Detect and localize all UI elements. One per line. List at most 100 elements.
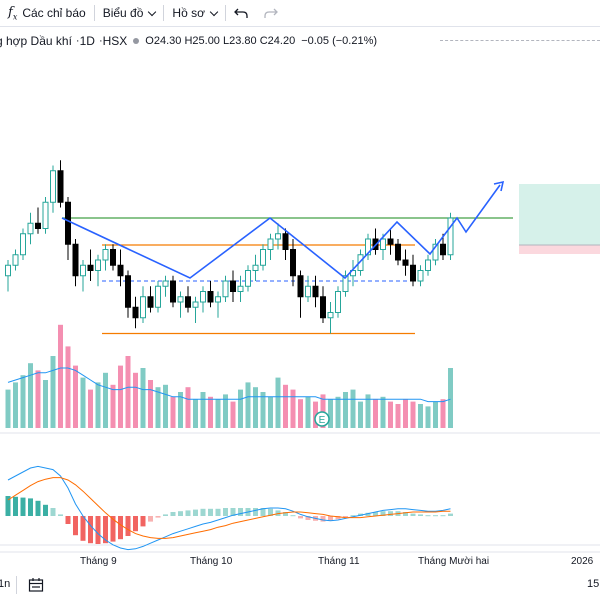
calendar-icon[interactable] <box>28 577 44 593</box>
candle-body <box>20 233 26 256</box>
candle-body <box>72 243 79 277</box>
macd-histogram-bar <box>58 514 63 516</box>
chart-type-button[interactable]: Biểu đồ <box>95 0 164 26</box>
long-position-loss-zone[interactable] <box>519 245 600 254</box>
range-button[interactable]: 1n <box>0 578 14 590</box>
macd-histogram-bar <box>335 516 341 520</box>
volume-bar <box>223 394 228 428</box>
macd-histogram-bar <box>185 510 191 516</box>
xaxis-label: Tháng 9 <box>80 556 117 567</box>
candle-body <box>380 238 386 250</box>
top-toolbar: fx Các chỉ báo Biểu đồ Hồ sơ <box>0 0 600 27</box>
redo-icon <box>264 8 278 18</box>
candle-body <box>252 264 259 271</box>
legend-dashed-line <box>440 40 600 41</box>
volume-bar <box>200 392 206 428</box>
volume-bar <box>305 396 311 428</box>
symbol-title[interactable]: g hợp Dầu khí <box>0 34 72 48</box>
macd-histogram-bar <box>13 496 18 516</box>
range-label: 1n <box>0 578 11 590</box>
candle-body <box>185 296 191 308</box>
volume-bar <box>13 382 18 428</box>
candle-body <box>57 170 64 203</box>
profile-label: Hồ sơ <box>172 6 205 20</box>
legend-open: O24.30 <box>145 35 182 47</box>
profile-button[interactable]: Hồ sơ <box>164 0 225 26</box>
volume-bar <box>50 356 56 428</box>
macd-histogram-bar <box>125 516 131 536</box>
toolbar-divider <box>224 5 226 21</box>
macd-histogram-bar <box>35 500 41 516</box>
macd-histogram-bar <box>343 516 348 517</box>
macd-histogram-bar <box>320 516 326 522</box>
macd-histogram-bar <box>290 515 296 517</box>
macd-histogram-bar <box>148 516 153 522</box>
macd-histogram-bar <box>410 513 416 516</box>
redo-button[interactable] <box>256 0 286 26</box>
macd-histogram-bar <box>50 508 56 516</box>
legend-close: C24.20 <box>259 35 296 47</box>
macd-histogram-bar <box>403 512 408 516</box>
earnings-marker[interactable] <box>314 411 330 427</box>
xaxis-label: Tháng 11 <box>318 556 360 567</box>
symbol-legend: g hợp Dầu khí · 1D · HSX O24.30 H25.00 L… <box>0 28 600 54</box>
undo-button[interactable] <box>226 0 256 26</box>
candle-body <box>425 259 431 271</box>
legend-low: L23.80 <box>223 35 257 47</box>
volume-bar <box>275 377 281 428</box>
undo-icon <box>234 8 248 18</box>
volume-bar <box>28 363 33 428</box>
volume-bar <box>118 365 123 428</box>
symbol-exchange: HSX <box>102 34 128 48</box>
macd-histogram-bar <box>305 516 311 520</box>
macd-histogram-bar <box>43 504 48 516</box>
macd-histogram-bar <box>215 508 221 516</box>
candle-body <box>245 270 251 287</box>
volume-bar <box>395 404 401 428</box>
candle-body <box>27 222 34 235</box>
volume-bar <box>290 389 296 428</box>
signal-line <box>7 477 451 539</box>
volume-bar <box>253 387 258 428</box>
volume-bar <box>410 401 416 428</box>
volume-bar <box>140 368 146 428</box>
macd-histogram-bar <box>193 509 198 516</box>
volume-bar <box>43 380 48 428</box>
candle-body <box>365 238 371 256</box>
candle-body <box>65 201 71 245</box>
macd-histogram-bar <box>5 496 11 516</box>
bottom-bar: 1n 15 <box>0 572 600 600</box>
macd-histogram-bar <box>433 515 438 517</box>
macd-histogram-bar <box>373 512 378 516</box>
candle-body <box>170 280 176 303</box>
macd-histogram-bar <box>328 516 333 521</box>
volume-bar <box>170 396 176 428</box>
candle-body <box>312 285 319 298</box>
volume-bar <box>260 392 266 428</box>
macd-histogram-bar <box>388 511 393 516</box>
volume-bar <box>185 387 191 428</box>
candle-body <box>260 249 266 266</box>
candle-body <box>102 249 109 261</box>
volume-bar <box>388 401 393 428</box>
candle-body <box>140 296 146 319</box>
candle-body <box>342 275 349 292</box>
symbol-interval: 1D <box>79 34 95 48</box>
volume-bar <box>208 396 213 428</box>
earnings-marker-label: E <box>319 415 326 426</box>
volume-bar <box>245 382 251 428</box>
volume-bar <box>193 399 198 428</box>
macd-histogram-bar <box>350 515 356 517</box>
volume-bar <box>335 396 341 428</box>
long-position-profit-zone[interactable] <box>519 184 600 245</box>
xaxis-label: 2026 <box>571 556 594 567</box>
candle-body <box>282 233 289 250</box>
candle-body <box>230 280 236 292</box>
macd-histogram-bar <box>20 497 26 516</box>
macd-line <box>7 465 451 551</box>
indicators-button[interactable]: fx Các chỉ báo <box>0 0 94 26</box>
candle-body <box>215 296 221 303</box>
macd-histogram-bar <box>365 512 371 516</box>
volume-bar <box>425 406 431 428</box>
